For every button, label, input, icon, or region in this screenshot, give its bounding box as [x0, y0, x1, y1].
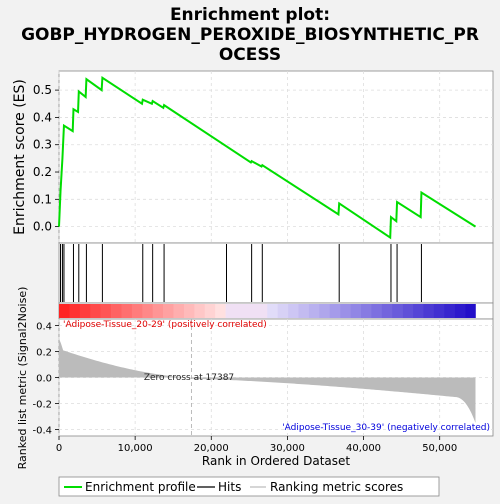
zero-cross-label: Zero cross at 17387 [144, 373, 234, 383]
heatmap-segment [308, 304, 320, 318]
heatmap-segment [329, 304, 341, 318]
legend-label-ranking: Ranking metric scores [270, 480, 403, 494]
es-grid [58, 71, 493, 243]
heatmap-segment [340, 304, 351, 318]
heatmap-segment [152, 304, 164, 318]
rank-tick-label: 0.2 [36, 348, 52, 359]
heatmap-segment [111, 304, 122, 318]
heatmap-segment [433, 304, 445, 318]
rank-tick-label: -0.4 [32, 426, 52, 437]
rank-tick-label: 0.0 [36, 374, 52, 385]
enrichment-profile-path [58, 76, 477, 240]
heatmap-segment [246, 304, 258, 318]
heatmap-segment [381, 304, 393, 318]
heatmap-segment [215, 304, 226, 318]
heatmap-segment [100, 304, 112, 318]
heatmap-segment [454, 304, 466, 318]
heatmap-segment [465, 304, 476, 318]
rank-tick-label: 0.4 [36, 322, 52, 333]
enrichment-profile-line [58, 76, 477, 240]
ranking-metric-area [59, 319, 476, 436]
x-tick-label: 20,000 [194, 443, 229, 454]
heatmap-segment [142, 304, 154, 318]
heatmap-segment [225, 304, 237, 318]
heatmap-segment [183, 304, 195, 318]
es-tick-label: 0.1 [33, 192, 52, 206]
legend-label-hits: Hits [218, 480, 241, 494]
heatmap-segment [256, 304, 268, 318]
heatmap-segment [69, 304, 81, 318]
rank-tick-label: -0.2 [32, 400, 52, 411]
heatmap-segment [267, 304, 278, 318]
heatmap-segment [173, 304, 185, 318]
es-tick-label: 0.4 [33, 110, 52, 124]
legend-box [58, 476, 440, 497]
heatmap-segment [59, 304, 70, 318]
heatmap-segment [131, 304, 143, 318]
legend: Enrichment profile Hits Ranking metric s… [58, 476, 440, 497]
heatmap-segment [163, 304, 174, 318]
heatmap-segment [402, 304, 414, 318]
rank-axis-label: Ranked list metric (Signal2Noise) [16, 287, 29, 470]
legend-label-enrichment: Enrichment profile [85, 480, 196, 494]
heatmap-segment [121, 304, 133, 318]
heatmap-segment [90, 304, 101, 318]
heatmap-segment [79, 304, 91, 318]
heatmap-segment [392, 304, 403, 318]
es-tick-label: 0.3 [33, 138, 52, 152]
x-tick-label: 10,000 [118, 443, 153, 454]
hits-panel [58, 242, 494, 304]
x-axis-ticks: 0 10,000 20,000 30,000 40,000 50,000 [56, 436, 457, 454]
heatmap-segment [277, 304, 289, 318]
hit-markers [60, 244, 422, 302]
rank-heatmap-bar [59, 304, 476, 318]
chart-title-line2: GOBP_HYDROGEN_PEROXIDE_BIOSYNTHETIC_PR [21, 25, 479, 45]
heatmap-segment [204, 304, 216, 318]
heatmap-segment [413, 304, 424, 318]
es-tick-label: 0.5 [33, 83, 52, 97]
chart-title-line1: Enrichment plot: [170, 5, 330, 25]
x-tick-label: 40,000 [346, 443, 381, 454]
negative-correlation-label: 'Adipose-Tissue_30-39' (negatively corre… [282, 423, 490, 433]
x-tick-label: 30,000 [270, 443, 305, 454]
heatmap-segment [350, 304, 362, 318]
heatmap-segment [288, 304, 299, 318]
positive-correlation-label: 'Adipose-Tissue_20-29' (positively corre… [63, 320, 267, 330]
es-axis-ticks: 0.0 0.1 0.2 0.3 0.4 0.5 [33, 83, 59, 234]
ranking-metric-fill [59, 338, 476, 423]
heatmap-segment [298, 304, 310, 318]
x-tick-label: 0 [56, 443, 62, 454]
heatmap-segment [360, 304, 372, 318]
es-tick-label: 0.0 [33, 220, 52, 234]
heatmap-segment [194, 304, 206, 318]
x-axis-label: Rank in Ordered Dataset [202, 454, 350, 468]
heatmap-segment [423, 304, 435, 318]
rank-axis-ticks: -0.4 -0.2 0.0 0.2 0.4 [32, 322, 59, 437]
es-tick-label: 0.2 [33, 165, 52, 179]
es-panel [58, 70, 494, 244]
chart-title-line3: OCESS [219, 45, 281, 65]
heatmap-segment [236, 304, 247, 318]
es-axis-label: Enrichment score (ES) [12, 79, 28, 235]
heatmap-segment [319, 304, 331, 318]
heatmap-segment [444, 304, 455, 318]
x-tick-label: 50,000 [422, 443, 457, 454]
title-group: Enrichment plot: GOBP_HYDROGEN_PEROXIDE_… [21, 5, 479, 65]
heatmap-segment [371, 304, 383, 318]
